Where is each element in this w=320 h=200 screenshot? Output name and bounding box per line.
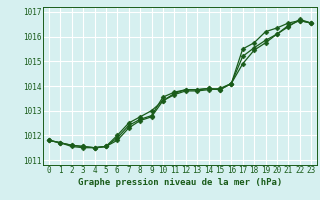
X-axis label: Graphe pression niveau de la mer (hPa): Graphe pression niveau de la mer (hPa): [78, 178, 282, 187]
